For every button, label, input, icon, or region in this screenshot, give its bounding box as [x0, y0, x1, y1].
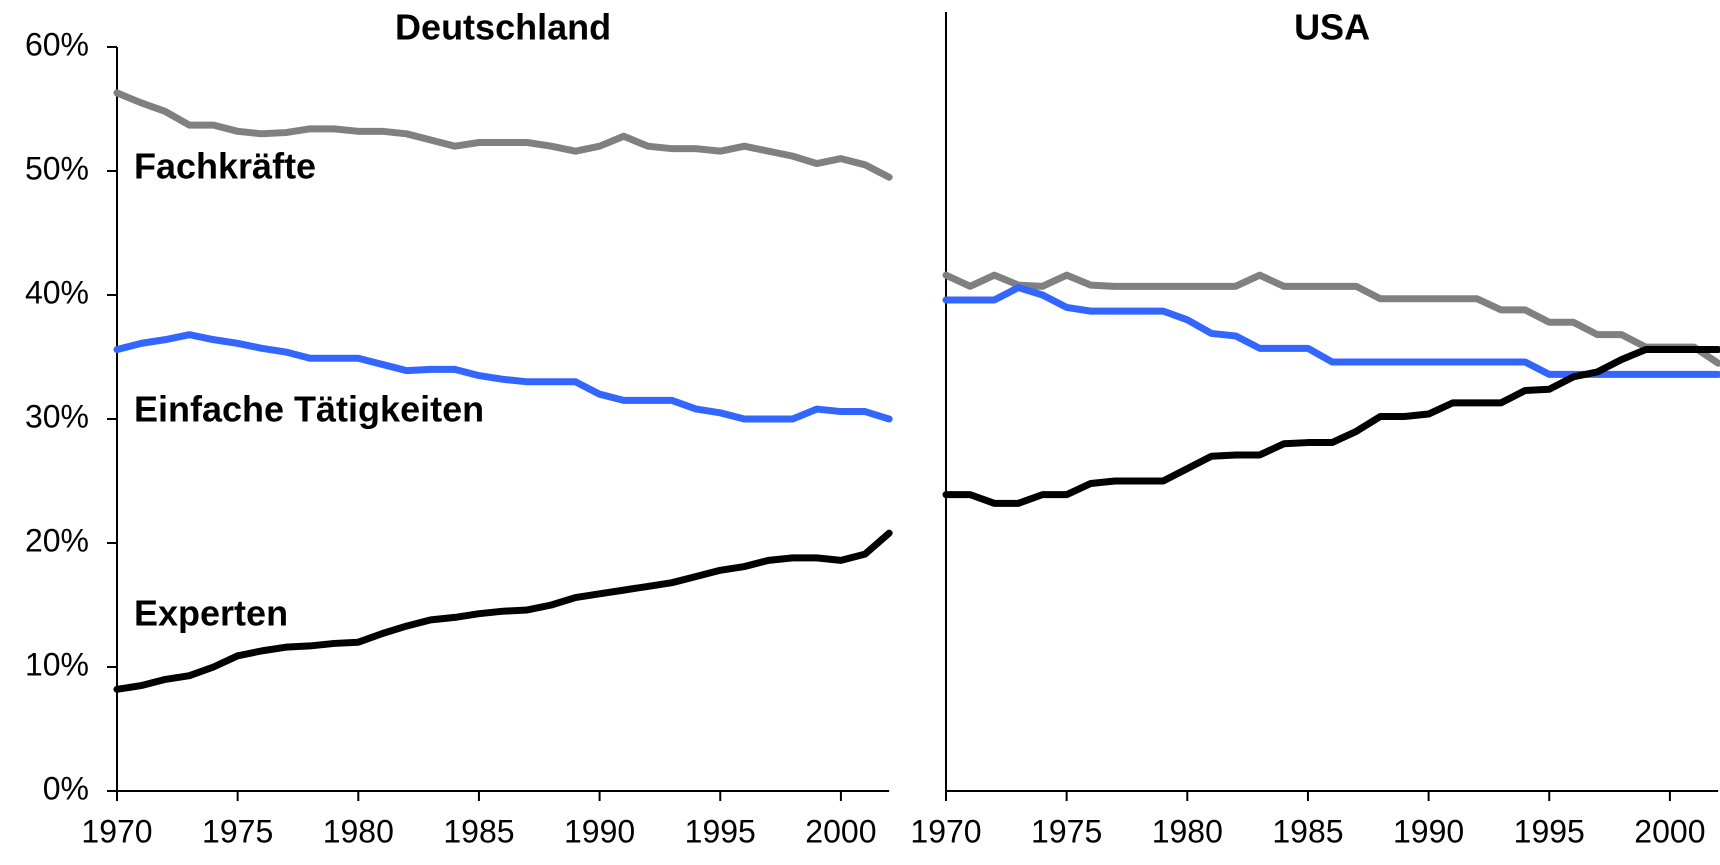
series-line — [113, 529, 893, 693]
x-tick-label: 1980 — [1152, 813, 1223, 849]
y-tick-label: 40% — [25, 274, 89, 310]
series-line — [942, 271, 1720, 367]
series-line — [113, 89, 893, 181]
x-tick-label: 1975 — [202, 813, 273, 849]
x-tick-label: 1980 — [323, 813, 394, 849]
x-tick-label: 1970 — [81, 813, 152, 849]
x-tick-label: 1985 — [1272, 813, 1343, 849]
y-tick-label: 50% — [25, 150, 89, 186]
series-line — [942, 284, 1720, 378]
y-tick-label: 30% — [25, 398, 89, 434]
series-label: Experten — [134, 593, 288, 634]
x-tick-label: 2000 — [1634, 813, 1705, 849]
chart-title: USA — [1294, 7, 1370, 48]
x-tick-label: 2000 — [805, 813, 876, 849]
y-tick-label: 60% — [25, 26, 89, 62]
series-label: Einfache Tätigkeiten — [134, 389, 484, 430]
y-tick-label: 20% — [25, 522, 89, 558]
y-tick-label: 10% — [25, 646, 89, 682]
x-tick-label: 1995 — [1514, 813, 1585, 849]
x-tick-label: 1975 — [1031, 813, 1102, 849]
series-line — [942, 346, 1720, 507]
x-tick-label: 1990 — [564, 813, 635, 849]
series-line — [113, 331, 893, 423]
x-tick-label: 1995 — [685, 813, 756, 849]
y-tick-label: 0% — [43, 770, 89, 806]
x-tick-label: 1985 — [443, 813, 514, 849]
series-label: Fachkräfte — [134, 146, 316, 187]
x-tick-label: 1990 — [1393, 813, 1464, 849]
x-tick-label: 1970 — [910, 813, 981, 849]
chart-title: Deutschland — [395, 7, 611, 48]
